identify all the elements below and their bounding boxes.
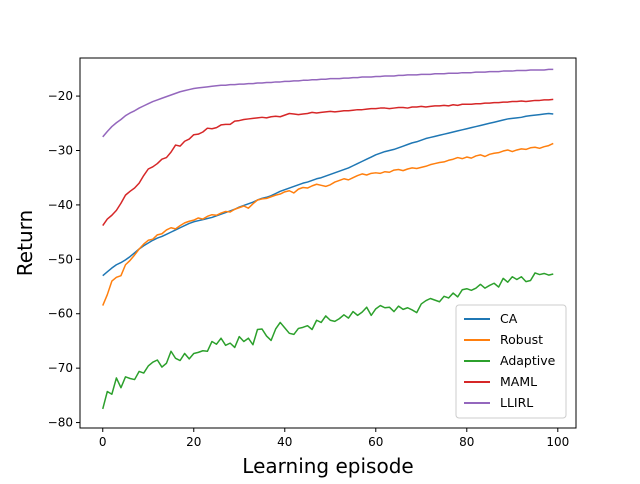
series-line-maml bbox=[103, 99, 554, 225]
x-tick-label: 100 bbox=[546, 435, 569, 449]
y-tick-label: −50 bbox=[48, 252, 73, 266]
y-axis-label: Return bbox=[13, 210, 37, 276]
y-tick-label: −40 bbox=[48, 198, 73, 212]
x-axis-label: Learning episode bbox=[242, 454, 413, 478]
x-tick-label: 40 bbox=[277, 435, 292, 449]
x-tick-label: 0 bbox=[99, 435, 107, 449]
x-tick-label: 20 bbox=[186, 435, 201, 449]
x-tick-label: 60 bbox=[368, 435, 383, 449]
legend-label-robust: Robust bbox=[500, 332, 543, 347]
y-tick-label: −20 bbox=[48, 89, 73, 103]
series-line-ca bbox=[103, 114, 554, 276]
y-tick-label: −30 bbox=[48, 144, 73, 158]
y-tick-label: −70 bbox=[48, 361, 73, 375]
y-tick-label: −60 bbox=[48, 307, 73, 321]
x-tick-label: 80 bbox=[459, 435, 474, 449]
legend: CA Robust Adaptive MAML LLIRL bbox=[456, 305, 566, 418]
legend-label-ca: CA bbox=[500, 311, 518, 326]
y-tick-label: −80 bbox=[48, 416, 73, 430]
legend-label-adaptive: Adaptive bbox=[500, 353, 556, 368]
series-line-robust bbox=[103, 143, 554, 305]
legend-label-maml: MAML bbox=[500, 374, 537, 389]
legend-label-llirl: LLIRL bbox=[500, 395, 533, 410]
